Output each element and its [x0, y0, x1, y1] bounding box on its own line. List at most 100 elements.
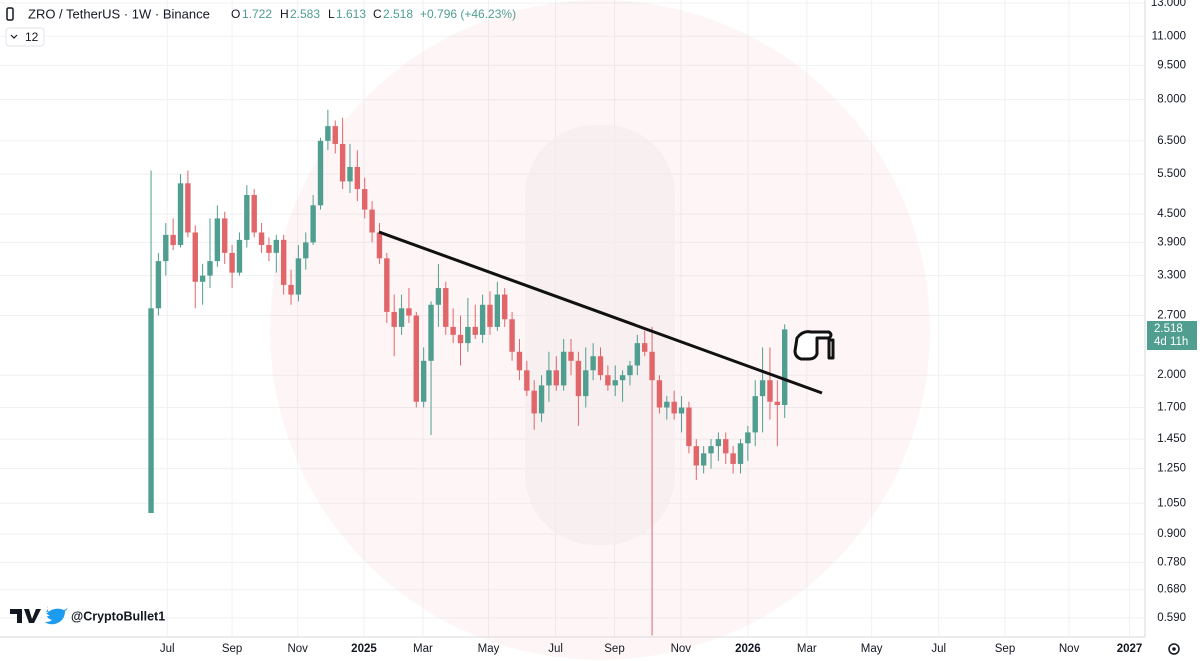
candle-body	[612, 380, 618, 386]
candle-body	[192, 232, 198, 282]
candle-body	[435, 288, 442, 305]
candle-body	[774, 401, 781, 405]
candle-body	[686, 407, 692, 447]
candle-body	[634, 343, 641, 366]
x-tick-label: Sep	[222, 643, 242, 655]
pointing-hand	[793, 330, 835, 361]
y-axis: 13.000 11.000 9.500 8.000 6.500 5.500 4.500 3.9…	[1151, 0, 1186, 624]
candle-body	[332, 126, 338, 144]
y-tick-label: 0.900	[1157, 528, 1186, 540]
candle-body	[782, 329, 788, 405]
candle-body	[369, 209, 375, 233]
y-tick-label: 2.700	[1157, 310, 1186, 322]
symbol: ZRO / TetherUS · 1W · Binance	[28, 6, 210, 21]
y-tick-label: 11.000	[1152, 30, 1186, 42]
settings-icon[interactable]	[1168, 643, 1180, 655]
candle-body	[553, 370, 559, 386]
candle-body	[391, 311, 397, 327]
x-tick-label: Mar	[797, 643, 817, 655]
y-tick-label: 8.000	[1157, 94, 1186, 106]
candle-body	[384, 258, 390, 312]
ohlc-value: 1.613	[336, 7, 366, 21]
candle-body	[185, 183, 191, 233]
indicator-badge[interactable]: 12	[25, 30, 39, 44]
candle-body	[362, 189, 368, 210]
candle-body	[163, 234, 169, 262]
candle-body	[199, 275, 206, 282]
y-tick-label: 0.680	[1157, 584, 1186, 596]
candle-body	[509, 319, 515, 352]
candle-body	[745, 432, 751, 444]
candle-body	[325, 126, 331, 141]
candle-body	[177, 183, 184, 245]
x-tick-label: May	[478, 643, 500, 655]
candle-body	[700, 453, 707, 466]
candle-body	[502, 294, 508, 320]
y-tick-label: 2.000	[1157, 369, 1186, 381]
candle-body	[767, 380, 773, 402]
candle-body	[531, 390, 537, 414]
candle-body	[148, 308, 154, 514]
candle-body	[406, 308, 412, 316]
symbol-icon	[6, 7, 14, 21]
candle-body	[715, 439, 722, 447]
watermark: @CryptoBullet1	[10, 606, 165, 625]
candle-body	[671, 401, 677, 414]
x-tick-label: Jul	[931, 643, 946, 655]
candle-body	[568, 351, 574, 361]
candle-body	[649, 351, 655, 381]
ohlc-letter: O	[231, 7, 240, 21]
x-tick-label: Nov	[671, 643, 692, 655]
candle-body	[347, 166, 353, 182]
y-tick-label: 13.000	[1151, 0, 1186, 9]
candle-body	[693, 446, 699, 466]
ohlc-value: 1.722	[242, 7, 272, 21]
x-axis: Jul Sep Nov 2025 Mar May Jul Sep Nov 2026 Mar May Ju…	[160, 643, 1142, 655]
candle-body	[266, 244, 272, 253]
price-label-box	[1147, 321, 1197, 350]
candle-body	[413, 315, 419, 402]
indicator-badge-box[interactable]	[5, 27, 45, 47]
candle-body	[398, 308, 405, 327]
candle-body	[244, 195, 250, 240]
candle-body	[222, 218, 228, 253]
candle-body	[472, 326, 478, 335]
candle-body	[708, 446, 714, 454]
candle-body	[376, 232, 383, 259]
ohlc-letter: H	[280, 7, 289, 21]
candle-body	[597, 356, 604, 376]
x-tick-label: Nov	[1059, 643, 1080, 655]
candle-body	[339, 143, 346, 182]
candle-body	[273, 239, 280, 253]
candle-body	[656, 380, 663, 408]
y-tick-label: 9.500	[1157, 59, 1186, 71]
candle-body	[457, 334, 464, 344]
candle-body	[420, 360, 427, 402]
x-tick-label: Mar	[413, 643, 433, 655]
chevron	[10, 34, 18, 39]
candle-body	[450, 326, 456, 335]
ohlc-letter: C	[373, 7, 382, 21]
candle-body	[170, 234, 176, 245]
change: +0.796 (+46.23%)	[420, 7, 516, 21]
price-label: 2.518	[1154, 323, 1183, 335]
candle-body	[443, 288, 449, 327]
candle-body	[642, 343, 648, 352]
candle-body	[258, 232, 265, 245]
gear[interactable]	[1168, 643, 1180, 655]
candle-body	[236, 239, 243, 273]
candle-body	[487, 304, 493, 327]
y-tick-label: 5.500	[1157, 168, 1186, 180]
y-tick-label: 3.300	[1157, 270, 1186, 282]
x-tick-label: Jul	[548, 643, 563, 655]
x-tick-label: May	[861, 643, 883, 655]
candle-body	[664, 401, 670, 408]
y-tick-label: 1.250	[1157, 463, 1186, 475]
header: ZRO / TetherUS · 1W · Binance O 1.722 H …	[5, 6, 516, 47]
y-tick-label: 3.900	[1157, 236, 1186, 248]
twitter-logo	[45, 606, 68, 625]
candle-body	[428, 304, 434, 361]
candle-body	[229, 252, 235, 273]
candle-body	[354, 166, 361, 190]
